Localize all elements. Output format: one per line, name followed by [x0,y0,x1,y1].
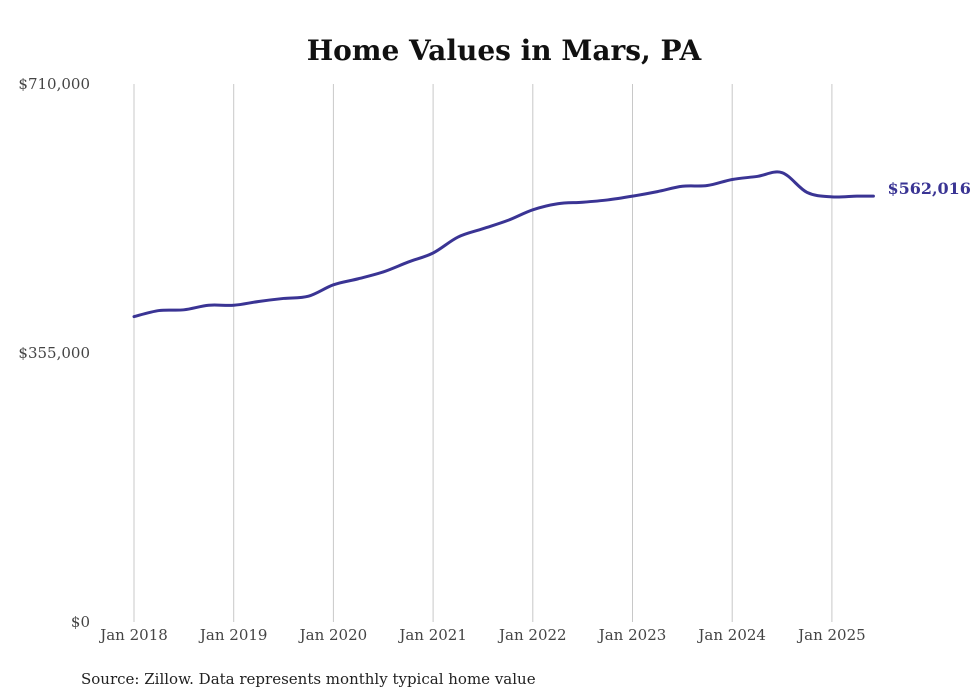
x-tick-label: Jan 2020 [298,626,368,644]
end-value-label: $562,016 [887,179,971,198]
x-tick-label: Jan 2025 [796,626,866,644]
grid-lines [133,84,833,622]
x-tick-label: Jan 2021 [397,626,467,644]
x-tick-label: Jan 2019 [198,626,268,644]
series-line [132,170,875,319]
y-axis-ticks: $0 $355,000 $710,000 [18,75,90,631]
x-tick-label: Jan 2018 [98,626,168,644]
chart-title: Home Values in Mars, PA [307,34,703,67]
y-tick-label: $710,000 [18,75,90,93]
x-tick-label: Jan 2023 [597,626,667,644]
x-tick-label: Jan 2024 [696,626,766,644]
y-tick-label: $355,000 [18,344,90,362]
x-tick-label: Jan 2022 [497,626,567,644]
source-note: Source: Zillow. Data represents monthly … [81,670,536,688]
x-axis-ticks: Jan 2018 Jan 2019 Jan 2020 Jan 2021 Jan 2022… [98,626,865,644]
y-tick-label: $0 [71,613,90,631]
